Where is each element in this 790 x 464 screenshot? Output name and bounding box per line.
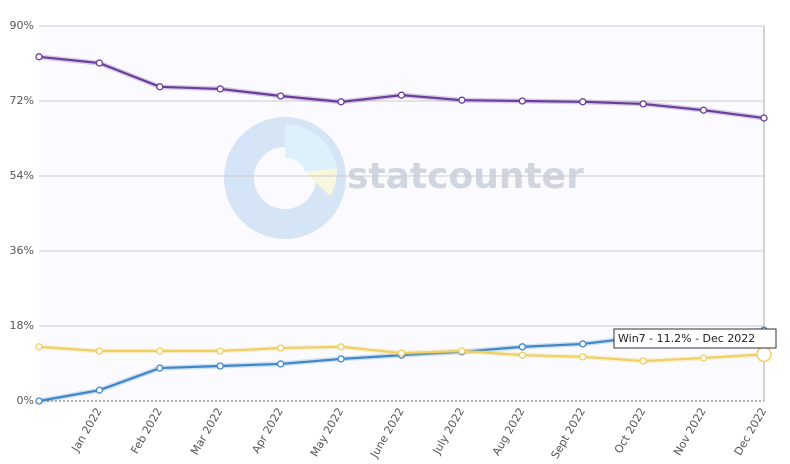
y-tick-label: 36% (10, 244, 34, 257)
y-tick-label: 0% (17, 394, 34, 407)
data-point (95, 386, 104, 394)
x-tick-label: May 2022 (308, 406, 346, 459)
data-point (397, 349, 406, 357)
data-point (95, 59, 104, 67)
y-tick-label: 90% (10, 19, 34, 32)
data-point (458, 347, 466, 355)
x-tick-label: Dec 2022 (732, 406, 770, 458)
data-point (35, 397, 43, 405)
data-point (579, 353, 587, 361)
data-point (699, 354, 708, 362)
data-point (579, 340, 587, 348)
highlight-point (756, 346, 772, 363)
x-tick-label: Apr 2022 (249, 406, 286, 456)
data-point (337, 98, 345, 106)
data-point (760, 114, 768, 122)
data-point (35, 343, 43, 351)
x-tick-label: Aug 2022 (490, 406, 528, 458)
data-point (277, 344, 285, 352)
x-tick-label: Sept 2022 (548, 406, 588, 461)
data-point (639, 100, 647, 108)
data-point (277, 92, 285, 100)
data-point (156, 83, 164, 91)
x-tick-label: Nov 2022 (671, 406, 709, 458)
y-tick-label: 54% (10, 169, 34, 182)
x-tick-label: Mar 2022 (188, 406, 225, 458)
data-point (216, 85, 224, 93)
data-point (579, 98, 587, 106)
x-tick-label: July 2022 (430, 405, 467, 457)
data-point (699, 106, 708, 114)
x-tick-label: Oct 2022 (612, 406, 649, 456)
tooltip-box (613, 328, 777, 349)
data-point (518, 351, 526, 359)
data-point (397, 91, 406, 99)
data-point (35, 53, 43, 61)
data-point (216, 347, 224, 355)
data-point (518, 343, 526, 351)
data-point (458, 96, 466, 104)
data-point (337, 355, 345, 363)
tooltip: Win7 - 11.2% - Dec 2022 (618, 332, 755, 345)
y-tick-label: 72% (10, 94, 34, 107)
data-point (216, 362, 224, 370)
data-point (518, 97, 526, 105)
x-tick-label: Jan 2022 (69, 406, 105, 455)
data-point (95, 347, 104, 355)
x-tick-label: Feb 2022 (128, 406, 165, 457)
x-tick-label: June 2022 (367, 406, 406, 461)
data-point (337, 343, 345, 351)
watermark-logo (224, 117, 346, 239)
data-point (277, 360, 285, 368)
data-point (156, 347, 164, 355)
data-point (639, 357, 647, 365)
data-point (156, 364, 164, 372)
y-tick-label: 18% (10, 319, 34, 332)
